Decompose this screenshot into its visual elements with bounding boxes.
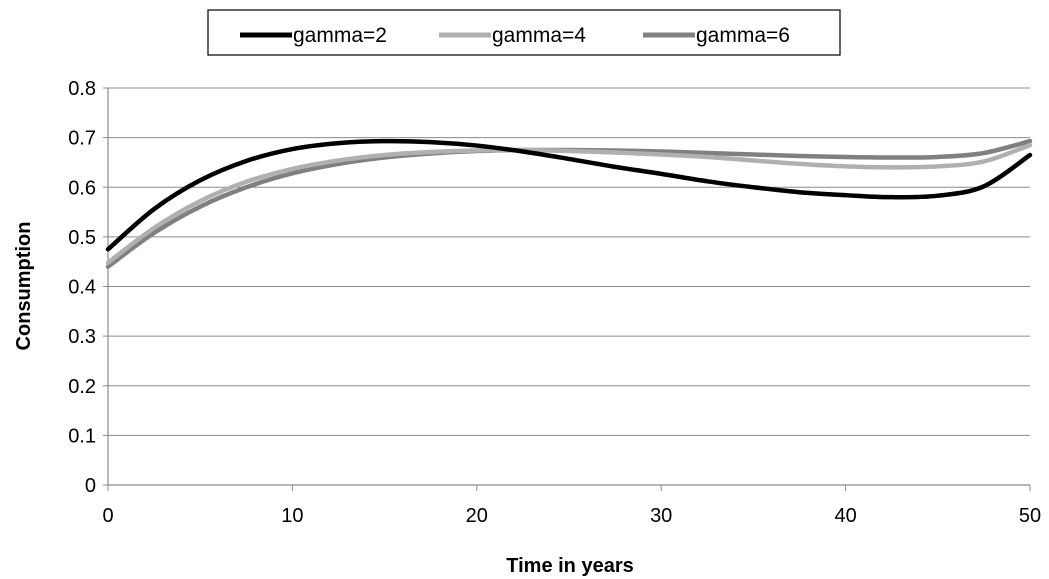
y-tick-label-3: 0.3 [68, 326, 96, 348]
legend-label-series-0: gamma=2 [293, 24, 387, 47]
y-tick-labels: 0 0.1 0.2 0.3 0.4 0.5 0.6 0.7 0.8 [68, 78, 96, 497]
legend-item-series-0: gamma=2 [240, 24, 387, 47]
x-tick-label-4: 40 [834, 505, 856, 527]
y-tick-label-1: 0.1 [68, 425, 96, 447]
x-tick-label-5: 50 [1019, 505, 1041, 527]
gridlines [108, 87, 1030, 436]
x-tick-label-3: 30 [650, 505, 672, 527]
legend-item-series-1: gamma=4 [439, 24, 586, 47]
legend-label-series-1: gamma=4 [492, 24, 586, 47]
series-line-0 [105, 138, 1033, 252]
y-tick-label-2: 0.2 [68, 376, 96, 398]
axes [103, 87, 1031, 491]
series-line-1 [105, 142, 1033, 265]
x-axis-title: Time in years [506, 555, 633, 577]
y-tick-label-0: 0 [85, 475, 96, 497]
y-axis-title: Consumption [13, 222, 35, 351]
legend: gamma=2 gamma=4 gamma=6 [207, 9, 841, 56]
y-tick-label-7: 0.7 [68, 128, 96, 150]
x-tick-label-2: 20 [466, 505, 488, 527]
y-tick-label-6: 0.6 [68, 177, 96, 199]
legend-item-series-2: gamma=6 [643, 24, 790, 47]
y-tick-label-5: 0.5 [68, 227, 96, 249]
x-tick-labels: 0 10 20 30 40 50 [102, 505, 1041, 527]
y-tick-label-4: 0.4 [68, 277, 96, 299]
x-tick-label-1: 10 [281, 505, 303, 527]
legend-box [207, 9, 841, 56]
legend-label-series-2: gamma=6 [696, 24, 790, 47]
series-lines [105, 138, 1033, 269]
x-tick-label-0: 0 [102, 505, 113, 527]
y-tick-label-8: 0.8 [68, 78, 96, 100]
